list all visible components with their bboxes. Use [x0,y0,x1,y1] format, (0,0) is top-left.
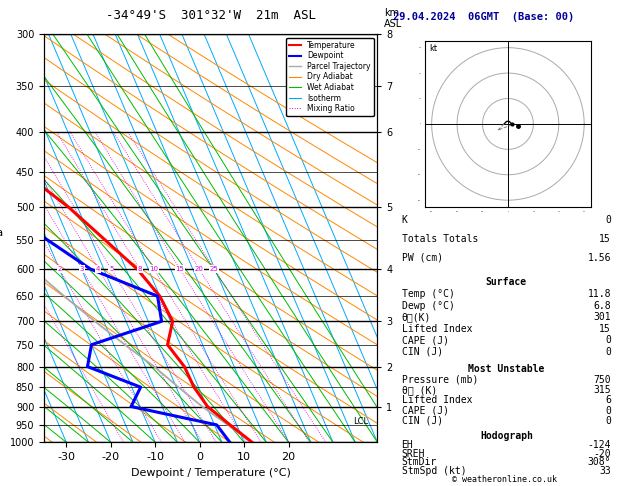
Text: CIN (J): CIN (J) [402,416,443,426]
Text: SREH: SREH [402,449,425,459]
Text: 0: 0 [605,416,611,426]
Y-axis label: hPa: hPa [0,228,3,238]
Text: Hodograph: Hodograph [480,431,533,441]
Text: 6: 6 [605,395,611,405]
Text: 6.8: 6.8 [593,300,611,311]
Text: 4: 4 [96,266,101,272]
Text: Pressure (mb): Pressure (mb) [402,375,478,384]
Text: Surface: Surface [486,278,527,288]
Text: Lifted Index: Lifted Index [402,395,472,405]
Text: 750: 750 [593,375,611,384]
Text: 10: 10 [149,266,159,272]
Text: 29.04.2024  06GMT  (Base: 00): 29.04.2024 06GMT (Base: 00) [393,12,574,22]
Text: 15: 15 [175,266,184,272]
Text: θᴄ (K): θᴄ (K) [402,385,437,395]
Text: 5: 5 [109,266,113,272]
Text: StmDir: StmDir [402,457,437,467]
X-axis label: Dewpoint / Temperature (°C): Dewpoint / Temperature (°C) [131,468,291,478]
Text: 1.56: 1.56 [587,253,611,263]
Text: 2: 2 [57,266,62,272]
Legend: Temperature, Dewpoint, Parcel Trajectory, Dry Adiabat, Wet Adiabat, Isotherm, Mi: Temperature, Dewpoint, Parcel Trajectory… [286,38,374,116]
Text: K: K [402,215,408,225]
Text: 25: 25 [210,266,219,272]
Text: 15: 15 [599,324,611,333]
Text: Most Unstable: Most Unstable [468,364,545,374]
Text: 315: 315 [593,385,611,395]
Text: 301: 301 [593,312,611,322]
Text: 11.8: 11.8 [587,289,611,299]
Text: -20: -20 [593,449,611,459]
Text: LCL: LCL [353,417,369,426]
Text: 0: 0 [605,405,611,416]
Text: StmSpd (kt): StmSpd (kt) [402,466,466,476]
Text: -34°49'S  301°32'W  21m  ASL: -34°49'S 301°32'W 21m ASL [106,9,316,22]
Text: CAPE (J): CAPE (J) [402,335,448,345]
Text: 0: 0 [605,347,611,357]
Text: 308°: 308° [587,457,611,467]
Text: CIN (J): CIN (J) [402,347,443,357]
Text: 33: 33 [599,466,611,476]
Text: -124: -124 [587,440,611,450]
Text: EH: EH [402,440,413,450]
Text: 0: 0 [605,335,611,345]
Text: 15: 15 [599,234,611,244]
Text: CAPE (J): CAPE (J) [402,405,448,416]
Text: Lifted Index: Lifted Index [402,324,472,333]
Text: θᴄ(K): θᴄ(K) [402,312,431,322]
Text: kt: kt [429,45,437,53]
Text: Totals Totals: Totals Totals [402,234,478,244]
Text: © weatheronline.co.uk: © weatheronline.co.uk [452,474,557,484]
Text: Dewp (°C): Dewp (°C) [402,300,455,311]
Text: 20: 20 [195,266,204,272]
Text: 3: 3 [80,266,84,272]
Text: PW (cm): PW (cm) [402,253,443,263]
Text: Temp (°C): Temp (°C) [402,289,455,299]
Text: km
ASL: km ASL [384,8,402,29]
Text: 8: 8 [138,266,142,272]
Text: 0: 0 [605,215,611,225]
